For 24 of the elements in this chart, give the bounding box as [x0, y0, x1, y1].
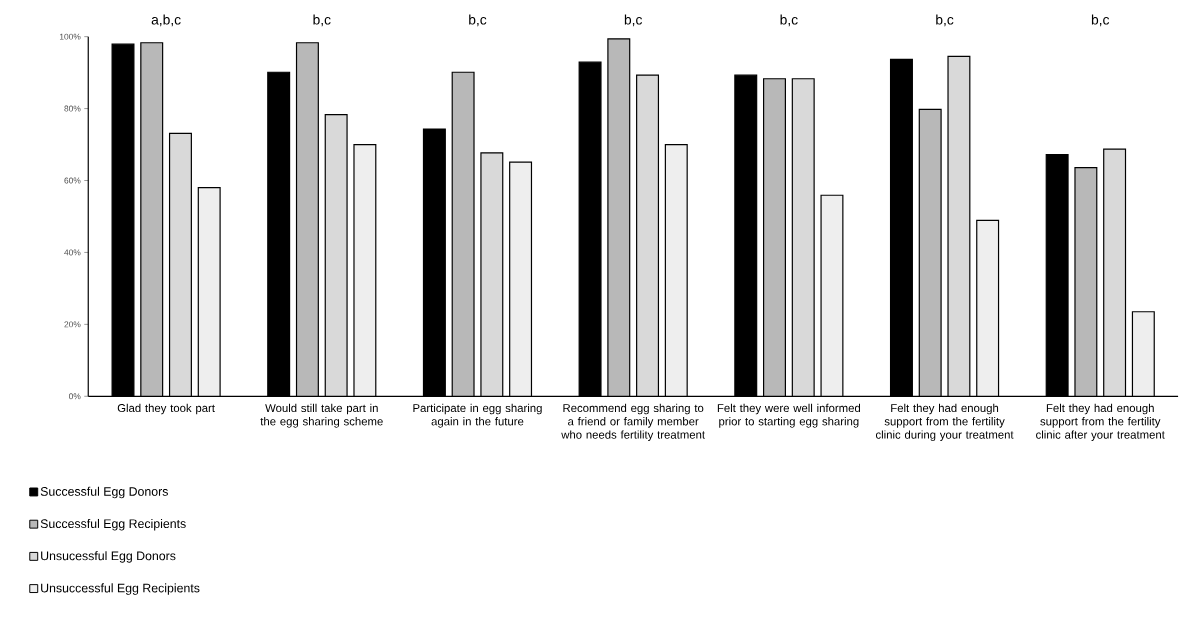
y-tick-label: 20%	[64, 321, 81, 328]
x-tick-label: Felt they had enough support from the fertility clinic during your treatment	[875, 403, 1014, 441]
legend-label: Successful Egg Donors	[40, 486, 168, 499]
y-tick-label: 60%	[64, 177, 81, 184]
text: a,b,c	[151, 14, 181, 27]
legend-label: Unsuccessful Egg Recipients	[41, 583, 200, 595]
text: b,c	[936, 14, 954, 27]
y-tick-label: 40%	[64, 249, 81, 256]
text: b,c	[313, 14, 331, 27]
x-tick-label: Glad they took part	[117, 403, 215, 415]
x-tick-label: Felt they were well informed prior to starting egg sharing	[717, 403, 861, 428]
text: b,c	[624, 14, 643, 27]
legend-label: Successful Egg Recipients	[40, 518, 186, 531]
text: b,c	[1091, 14, 1110, 27]
x-tick-label: Felt they had enough support from the fertility clinic after your treatment	[1036, 403, 1165, 441]
x-tick-label: Recommend egg sharing to a friend or family member who needs fertility treatment	[561, 403, 705, 441]
legend-label: Unsucessful Egg Donors	[41, 551, 176, 563]
x-tick-label: Would still take part in the egg sharing scheme	[260, 403, 383, 428]
x-tick-label: Participate in egg sharing again in the future	[413, 403, 542, 428]
text: b,c	[780, 14, 798, 27]
text: b,c	[469, 14, 487, 27]
y-tick-label: 100%	[59, 33, 81, 40]
y-tick-label: 80%	[64, 105, 81, 112]
y-tick-label: 0%	[69, 393, 81, 400]
